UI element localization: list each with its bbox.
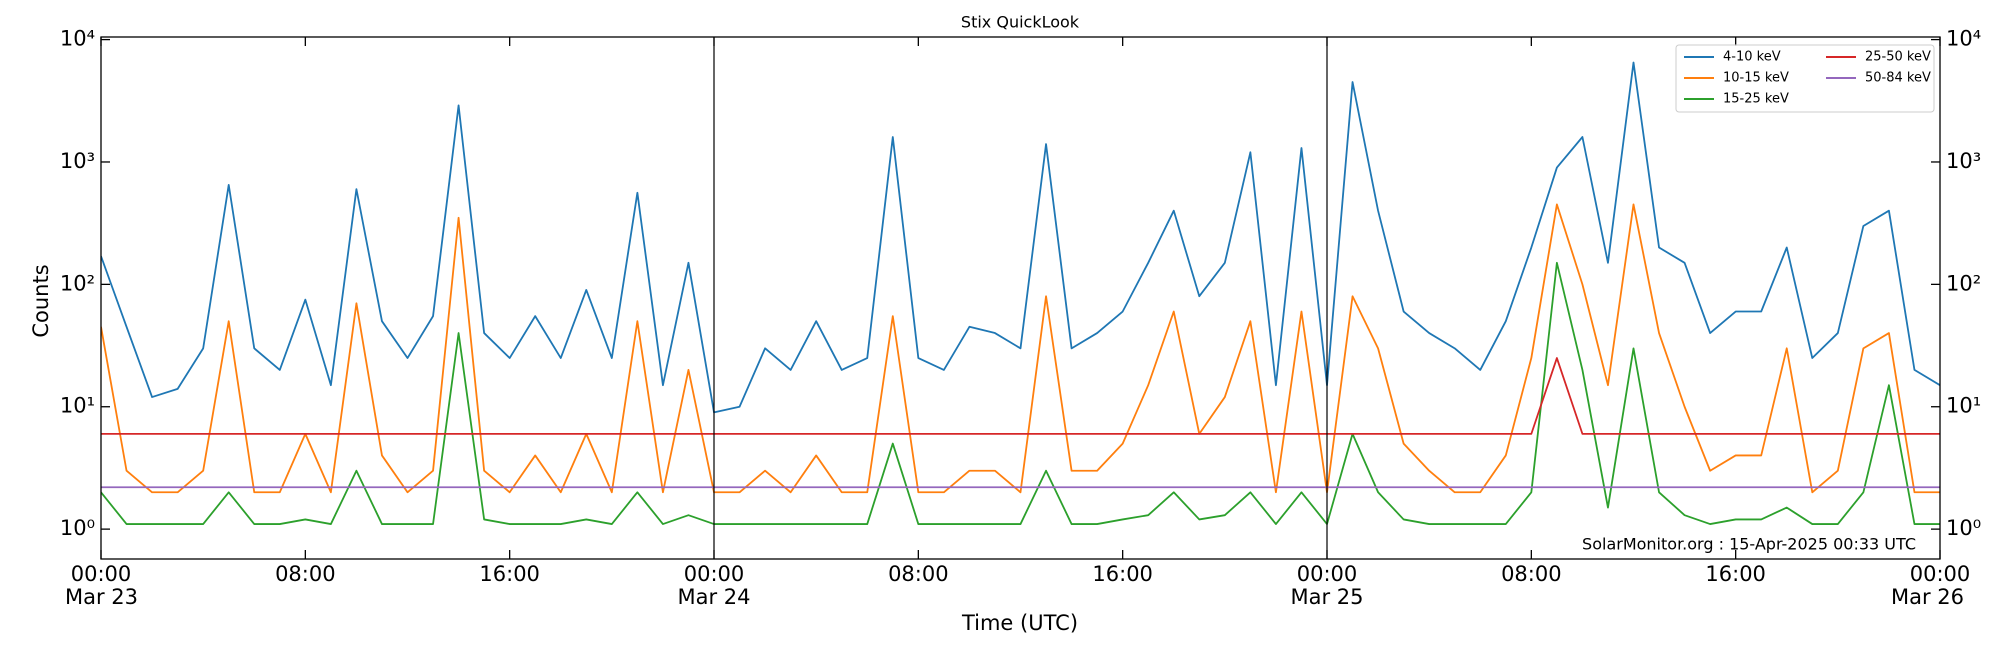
legend-label: 15-25 keV xyxy=(1723,92,1789,107)
y-tick-label: 10⁰ xyxy=(60,516,95,540)
y-tick-label: 10² xyxy=(1946,271,1981,295)
x-tick-label: 08:00 xyxy=(275,562,336,586)
series-line xyxy=(101,61,1940,414)
series-line xyxy=(101,357,1940,435)
chart-title: Stix QuickLook xyxy=(961,13,1080,32)
x-tick-label: 16:00 xyxy=(479,562,540,586)
y-tick-label: 10³ xyxy=(60,149,95,173)
legend-label: 10-15 keV xyxy=(1723,71,1789,86)
x-tick-label: 08:00 xyxy=(1501,562,1562,586)
legend-label: 25-50 keV xyxy=(1865,50,1931,65)
x-axis-label: Time (UTC) xyxy=(961,611,1078,635)
series-line xyxy=(101,203,1940,494)
x-tick-label: 00:00 xyxy=(1297,562,1358,586)
series-line xyxy=(101,261,1940,525)
x-tick-label: 16:00 xyxy=(1092,562,1153,586)
annotation: SolarMonitor.org : 15-Apr-2025 00:33 UTC xyxy=(1582,535,1916,554)
x-tick-label: 00:00 xyxy=(684,562,745,586)
x-tick-sublabel: Mar 25 xyxy=(1290,585,1363,609)
y-axis-label: Counts xyxy=(29,264,53,337)
y-tick-label: 10⁰ xyxy=(1946,516,1981,540)
series-group xyxy=(101,61,1940,525)
y-tick-label: 10¹ xyxy=(60,394,95,418)
x-tick-sublabel: Mar 26 xyxy=(1891,585,1964,609)
x-tick-label: 00:00 xyxy=(1910,562,1971,586)
legend-label: 50-84 keV xyxy=(1865,71,1931,86)
y-tick-label: 10⁴ xyxy=(60,27,95,51)
y-tick-label: 10² xyxy=(60,271,95,295)
x-tick-label: 00:00 xyxy=(71,562,132,586)
legend-box xyxy=(1675,44,1935,113)
x-tick-label: 08:00 xyxy=(888,562,949,586)
x-tick-sublabel: Mar 24 xyxy=(677,585,750,609)
y-tick-label: 10³ xyxy=(1946,149,1981,173)
x-tick-label: 16:00 xyxy=(1705,562,1766,586)
y-tick-label: 10¹ xyxy=(1946,394,1981,418)
x-tick-sublabel: Mar 23 xyxy=(65,585,138,609)
legend-label: 4-10 keV xyxy=(1723,50,1781,65)
y-tick-label: 10⁴ xyxy=(1946,27,1981,51)
plot-frame xyxy=(100,36,1941,560)
